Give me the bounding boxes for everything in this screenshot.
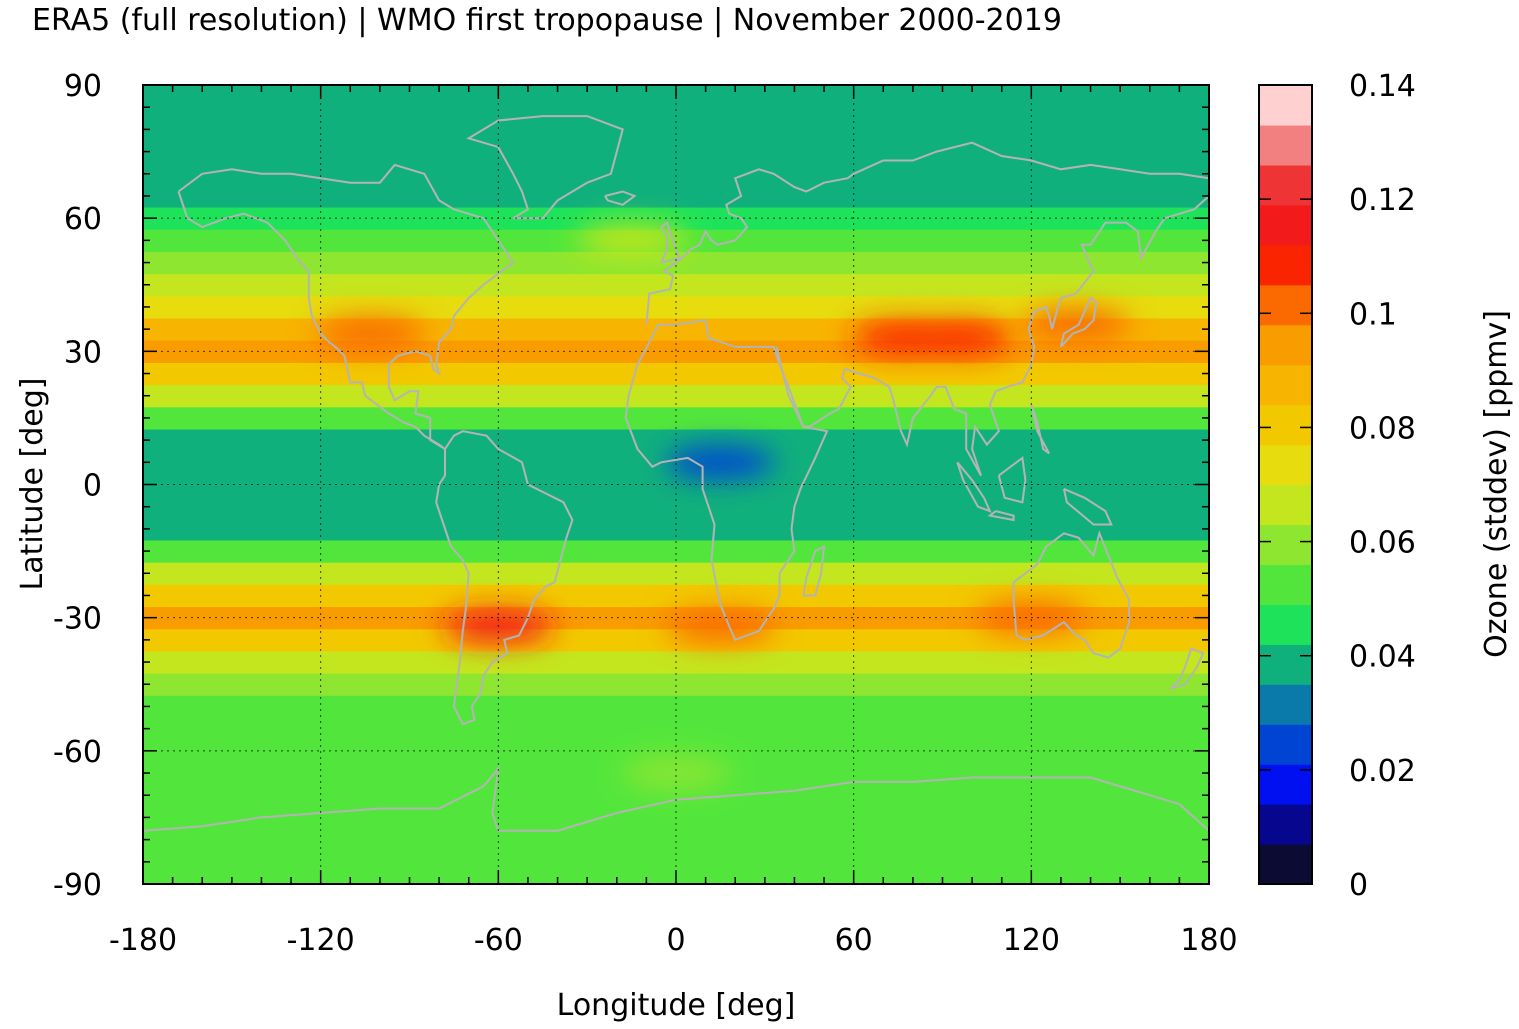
colorbar-tick-label: 0.02 (1349, 754, 1416, 789)
x-tick-label: 0 (666, 923, 685, 958)
coastline (775, 195, 1209, 477)
colorbar-tick-label: 0.1 (1349, 297, 1397, 332)
x-axis-label: Longitude [deg] (557, 988, 796, 1023)
coastline (659, 220, 681, 264)
heatmap-band (143, 384, 1209, 408)
heatmap-band (143, 561, 1209, 585)
heatmap-hotspot (1020, 308, 1131, 341)
colorbar-swatch (1259, 404, 1312, 446)
heatmap-hotspot (621, 757, 731, 790)
x-tick-label: 180 (1180, 923, 1237, 958)
colorbar-swatch (1259, 124, 1312, 166)
colorbar-tick-label: 0.14 (1349, 69, 1416, 104)
coastline (997, 456, 1027, 504)
coastline (645, 141, 1209, 325)
colorbar-swatch (1259, 564, 1312, 605)
colorbar-tick-label: 0.06 (1349, 526, 1416, 561)
y-tick-label: -30 (53, 602, 102, 637)
heatmap-band (143, 694, 1209, 730)
heatmap-band (143, 517, 1209, 541)
heatmap-band (143, 95, 1209, 119)
colorbar-frame (1258, 84, 1313, 885)
latitude-bands (143, 85, 1209, 884)
y-tick-label: 0 (83, 469, 102, 504)
x-tick-label: 120 (1003, 923, 1060, 958)
coastline (802, 544, 826, 597)
colorbar-swatch (1259, 364, 1312, 406)
coastline (177, 163, 515, 450)
heatmap-band (143, 628, 1209, 652)
colorbar: 0 0.02 0.04 0.06 0.08 0.1 0.12 0.14 (1259, 69, 1416, 903)
colorbar-tick-label: 0.12 (1349, 183, 1416, 218)
colorbar-swatch (1259, 724, 1312, 765)
colorbar-swatch (1259, 244, 1312, 286)
coastline (143, 765, 1209, 832)
hotspot-blobs (316, 224, 1131, 790)
x-tick-label: -180 (109, 923, 177, 958)
colorbar-swatch (1259, 524, 1312, 565)
x-tick-label: 60 (835, 923, 873, 958)
coastline (1169, 647, 1205, 690)
y-tick-label: 90 (64, 69, 102, 104)
heatmap-band (143, 117, 1209, 141)
colorbar-swatch (1259, 604, 1312, 645)
y-tick-label: 60 (64, 202, 102, 237)
heatmap-hotspot (665, 610, 776, 643)
coastline (1062, 487, 1113, 526)
coastline (1012, 530, 1131, 659)
heatmap-band (143, 295, 1209, 319)
chart-title: ERA5 (full resolution) | WMO first tropo… (32, 3, 1062, 38)
y-tick-label: 30 (64, 335, 102, 370)
coastline (624, 319, 829, 642)
coastline (956, 461, 992, 513)
colorbar-swatch (1259, 844, 1312, 885)
y-tick-label: -60 (53, 735, 102, 770)
y-axis-label: Latitude [deg] (15, 378, 50, 591)
coastline (466, 115, 624, 220)
heatmap-band (143, 472, 1209, 497)
colorbar-tick-label: 0 (1349, 868, 1368, 903)
colorbar-swatch (1259, 484, 1312, 526)
colorbar-swatch (1259, 444, 1312, 486)
heatmap-band (143, 539, 1209, 563)
heatmap-hotspot (665, 446, 776, 479)
coastline (1059, 296, 1098, 348)
y-tick-label: -90 (53, 868, 102, 903)
heatmap-hotspot (902, 322, 1013, 355)
colorbar-swatch (1259, 324, 1312, 366)
heatmap-hotspot (316, 317, 427, 350)
x-axis: -180 -120 -60 0 60 120 180 (109, 85, 1238, 958)
heatmap-band (143, 672, 1209, 696)
heatmap-band (143, 162, 1209, 186)
plot-area (143, 85, 1209, 884)
colorbar-swatch (1259, 85, 1312, 126)
colorbar-swatch (1259, 804, 1312, 845)
coastline (435, 430, 574, 726)
colorbar-tick-label: 0.04 (1349, 640, 1416, 675)
colorbar-swatch (1259, 684, 1312, 725)
x-tick-label: -120 (287, 923, 355, 958)
colorbar-swatch (1259, 204, 1312, 246)
colorbar-tick-label: 0.08 (1349, 411, 1416, 446)
heatmap-hotspot (576, 224, 687, 257)
coastlines (143, 115, 1209, 832)
coastline (1030, 404, 1050, 455)
colorbar-swatch (1259, 284, 1312, 326)
colorbar-swatch (1259, 764, 1312, 805)
y-axis: -90 -60 -30 0 30 60 90 (53, 69, 1209, 903)
x-tick-label: -60 (474, 923, 523, 958)
coastline (604, 190, 637, 206)
grid-lines (143, 85, 1209, 884)
coastline (987, 510, 1015, 522)
colorbar-swatch (1259, 644, 1312, 685)
colorbar-label: Ozone (stddev) [ppmv] (1479, 310, 1514, 658)
heatmap-band (143, 184, 1209, 208)
